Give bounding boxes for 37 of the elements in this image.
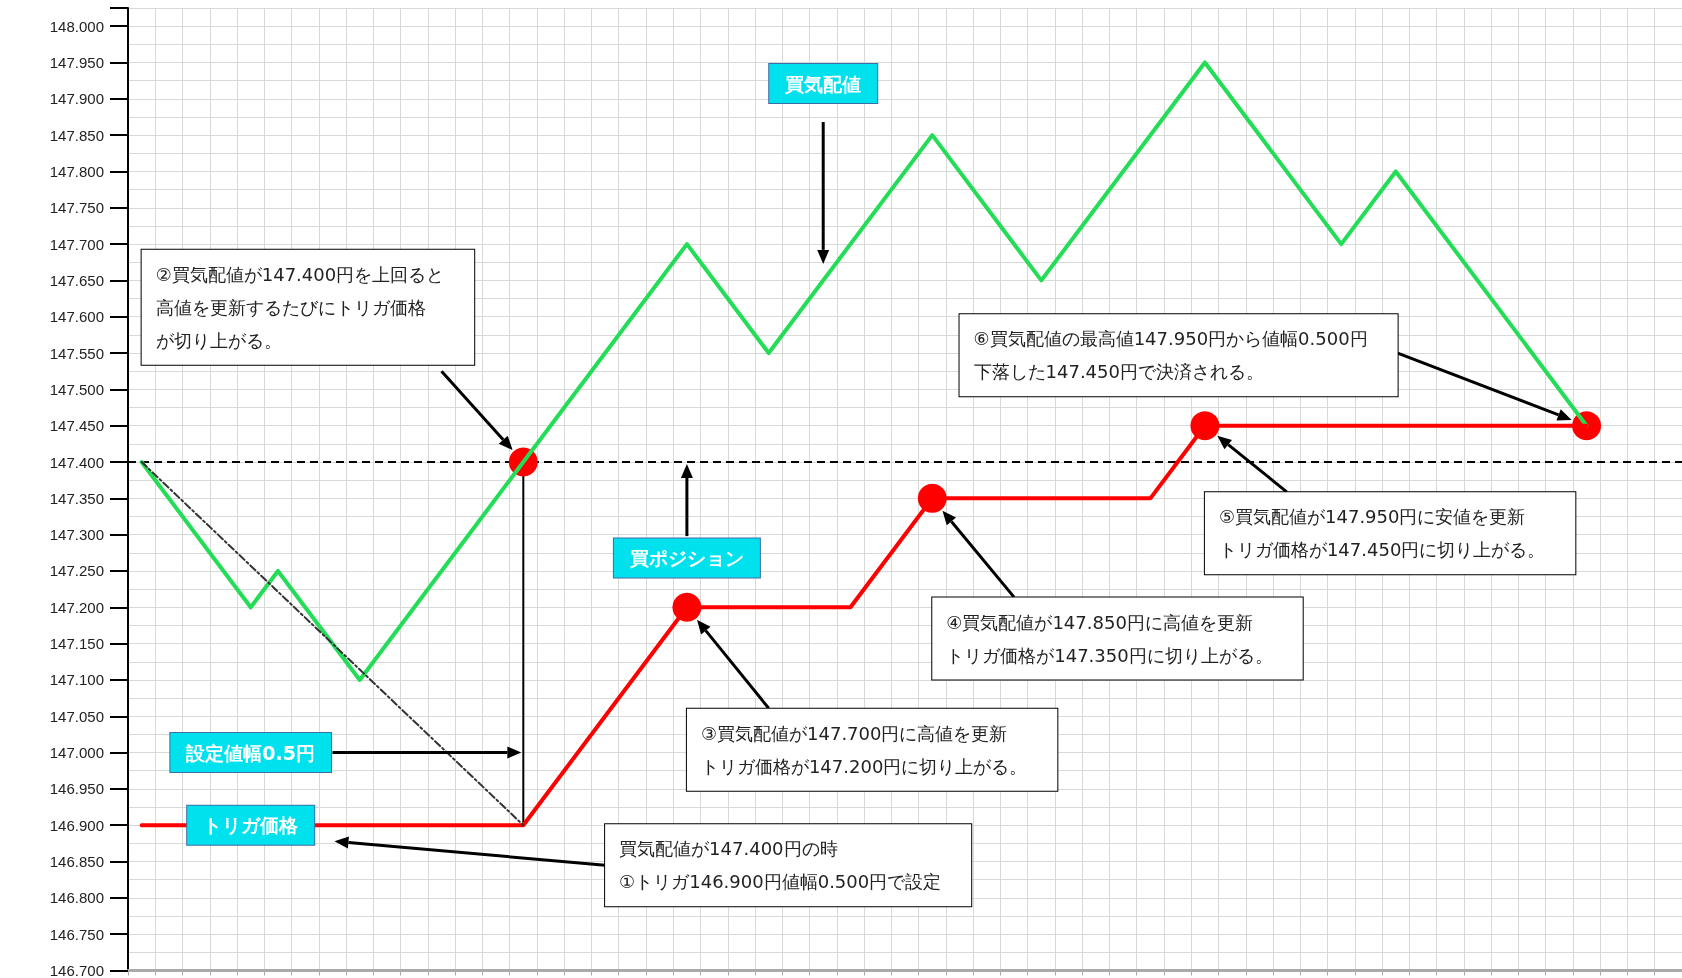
y-tick-label: 147.550 — [49, 344, 104, 362]
y-tick-label: 146.950 — [49, 780, 104, 798]
y-tick-label: 147.050 — [49, 707, 104, 725]
annotation: トリガ価格 — [203, 814, 300, 837]
y-tick-label: 146.750 — [49, 925, 104, 943]
y-tick-label: 147.900 — [49, 90, 104, 108]
annotation: ②買気配値が147.400円を上回ると高値を更新するたびにトリガ価格が切り上がる。 — [155, 263, 445, 351]
y-tick-label: 147.650 — [49, 271, 104, 289]
y-tick-label: 147.250 — [49, 562, 104, 580]
annotation: ⑥買気配値の最高値147.950円から値幅0.500円下落した147.450円で決済される。 — [973, 328, 1368, 383]
y-tick-label: 146.900 — [49, 816, 104, 834]
y-tick-label: 147.750 — [49, 199, 104, 217]
y-tick-label: 147.400 — [49, 453, 104, 471]
annotation: 買気配値が147.400円の時①トリガ146.900円値幅0.500円で設定 — [619, 838, 942, 893]
y-tick-label: 146.800 — [49, 889, 104, 907]
y-tick-label: 147.300 — [49, 526, 104, 544]
annotation: ④買気配値が147.850円に高値を更新トリガ価格が147.350円に切り上がる。 — [946, 611, 1273, 666]
annotation: 買気配値 — [784, 72, 862, 95]
y-tick-label: 147.800 — [49, 162, 104, 180]
y-tick-label: 147.100 — [49, 671, 104, 689]
y-tick-label: 147.200 — [49, 598, 104, 616]
y-tick-label: 147.350 — [49, 489, 104, 507]
y-tick-label: 147.000 — [49, 744, 104, 762]
y-tick-label: 148.000 — [49, 17, 104, 35]
annotation: 設定値幅0.5円 — [185, 741, 316, 764]
y-tick-label: 147.150 — [49, 635, 104, 653]
y-tick-label: 147.500 — [49, 380, 104, 398]
y-tick-label: 147.700 — [49, 235, 104, 253]
y-tick-label: 147.600 — [49, 308, 104, 326]
y-tick-label: 146.850 — [49, 853, 104, 871]
annotation: ⑤買気配値が147.950円に安値を更新トリガ価格が147.450円に切り上がる。 — [1218, 506, 1546, 561]
annotation: ③買気配値が147.700円に高値を更新トリガ価格が147.200円に切り上がる。 — [700, 722, 1028, 777]
annotation: 買ポジション — [628, 546, 744, 569]
y-tick-label: 147.450 — [49, 417, 104, 435]
y-tick-label: 147.950 — [49, 53, 104, 71]
y-tick-label: 147.850 — [49, 126, 104, 144]
y-tick-label: 146.700 — [49, 962, 104, 978]
